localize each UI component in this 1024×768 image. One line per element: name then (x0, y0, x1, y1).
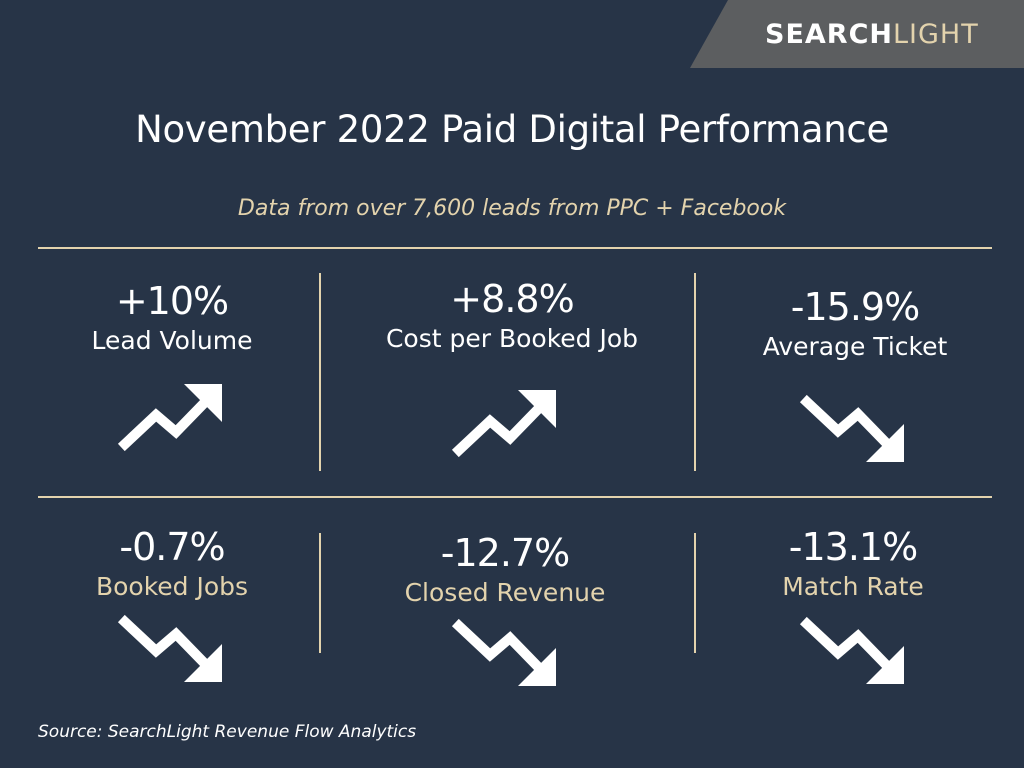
metric-value: -12.7% (440, 531, 570, 575)
metric-lead-volume: +10% Lead Volume (12, 278, 332, 356)
metric-value: -13.1% (788, 525, 918, 569)
column-divider (319, 533, 321, 653)
brand-logo-part2: LIGHT (893, 19, 979, 50)
trend-up-icon (452, 390, 556, 458)
metric-cost-per-booked-job: +8.8% Cost per Booked Job (352, 276, 672, 354)
metric-label: Cost per Booked Job (385, 324, 639, 353)
top-divider (38, 247, 992, 249)
metric-booked-jobs: -0.7% Booked Jobs (12, 524, 332, 602)
trend-down-icon (800, 394, 904, 462)
middle-divider (38, 496, 992, 498)
trend-down-icon (452, 618, 556, 686)
brand-logo-part1: SEARCH (765, 19, 893, 50)
metric-value: -0.7% (119, 525, 225, 569)
brand-logo: SEARCHLIGHT (765, 18, 979, 52)
page-subtitle: Data from over 7,600 leads from PPC + Fa… (237, 196, 787, 221)
metric-match-rate: -13.1% Match Rate (693, 524, 1013, 602)
column-divider (694, 533, 696, 653)
column-divider (694, 273, 696, 471)
trend-down-icon (118, 614, 222, 682)
trend-up-icon (118, 384, 222, 452)
metric-label: Booked Jobs (95, 572, 249, 601)
metric-label: Closed Revenue (404, 578, 606, 607)
source-note: Source: SearchLight Revenue Flow Analyti… (38, 722, 417, 742)
metric-value: +10% (115, 279, 229, 323)
metric-label: Average Ticket (762, 332, 948, 361)
metric-average-ticket: -15.9% Average Ticket (695, 284, 1015, 362)
trend-down-icon (800, 616, 904, 684)
metric-closed-revenue: -12.7% Closed Revenue (345, 530, 665, 608)
metric-label: Lead Volume (91, 326, 253, 355)
metric-value: +8.8% (450, 277, 574, 321)
metric-value: -15.9% (790, 285, 920, 329)
brand-tab (690, 0, 1024, 68)
column-divider (319, 273, 321, 471)
metric-label: Match Rate (782, 572, 924, 601)
page-title: November 2022 Paid Digital Performance (135, 108, 889, 151)
